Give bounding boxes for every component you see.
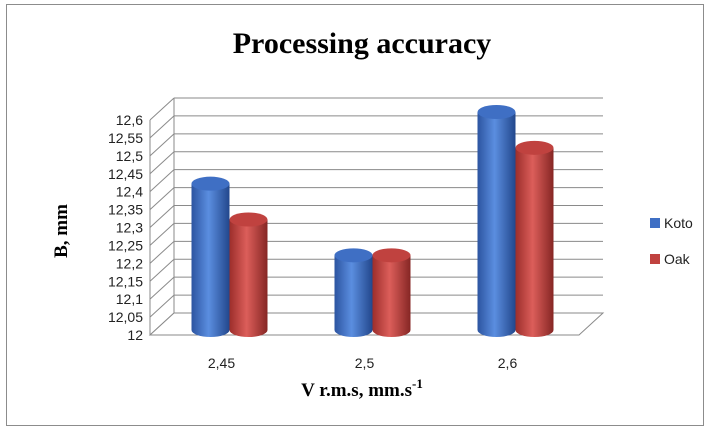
bar-top-koto-2 (477, 105, 516, 119)
x-axis-label-main: V r.m.s, mm.s (301, 380, 412, 401)
bar-chart: Processing accuracy 12 12,05 12,1 12,15 12,2… (51, 27, 693, 401)
y-axis-label: B, mm (51, 204, 72, 258)
bar-top-koto-1 (334, 248, 373, 263)
y-tick-label: 12,1 (116, 291, 143, 307)
y-tick-label: 12,55 (108, 130, 143, 146)
side-wall-line (149, 115, 175, 139)
chart-title: Processing accuracy (233, 27, 492, 60)
y-tick-label: 12,3 (116, 220, 143, 236)
y-tick-label: 12,05 (108, 309, 143, 325)
side-wall-line (149, 240, 175, 264)
side-wall-line (149, 223, 175, 246)
bar-oak-0 (229, 219, 268, 337)
side-wall-line (149, 133, 175, 157)
legend-swatch-oak (650, 254, 660, 264)
bar-koto-0 (191, 183, 230, 337)
bar-oak-2 (515, 147, 554, 337)
bar-top-oak-1 (372, 248, 411, 263)
x-axis-label: V r.m.s, mm.s-1 (301, 376, 423, 401)
y-tick-label: 12,2 (116, 255, 143, 271)
side-wall-line (149, 169, 175, 193)
bar-oak-1 (372, 255, 411, 337)
chart-frame: Processing accuracy 12 12,05 12,1 12,15 12,2… (6, 4, 704, 426)
y-tick-label: 12,25 (108, 237, 143, 253)
legend-swatch-koto (650, 218, 660, 228)
x-tick-label: 2,45 (208, 355, 235, 371)
side-wall-line (149, 97, 175, 121)
x-tick-label: 2,6 (498, 355, 518, 371)
x-axis-label-superscript: -1 (412, 376, 423, 391)
x-tick-label: 2,5 (355, 355, 375, 371)
side-wall-line (149, 258, 175, 282)
y-tick-label: 12 (127, 327, 143, 343)
legend: Koto Oak (650, 215, 693, 267)
side-wall-line (149, 187, 175, 210)
y-tick-label: 12,5 (116, 148, 143, 164)
bar-top-oak-2 (515, 140, 554, 155)
y-tick-label: 12,35 (108, 202, 143, 218)
bar-koto-2 (477, 112, 516, 337)
side-wall-line (149, 205, 175, 228)
y-tick-label: 12,45 (108, 166, 143, 182)
side-wall-line (149, 294, 175, 318)
side-wall-line (149, 276, 175, 300)
legend-label-koto: Koto (664, 215, 693, 231)
y-tick-label: 12,6 (116, 112, 143, 128)
legend-label-oak: Oak (664, 251, 691, 267)
bar-top-oak-0 (229, 212, 268, 227)
side-wall-line (149, 151, 175, 175)
bar-koto-1 (334, 255, 373, 337)
y-tick-label: 12,15 (108, 273, 143, 289)
bar-top-koto-0 (191, 176, 230, 191)
y-tick-label: 12,4 (116, 184, 143, 200)
